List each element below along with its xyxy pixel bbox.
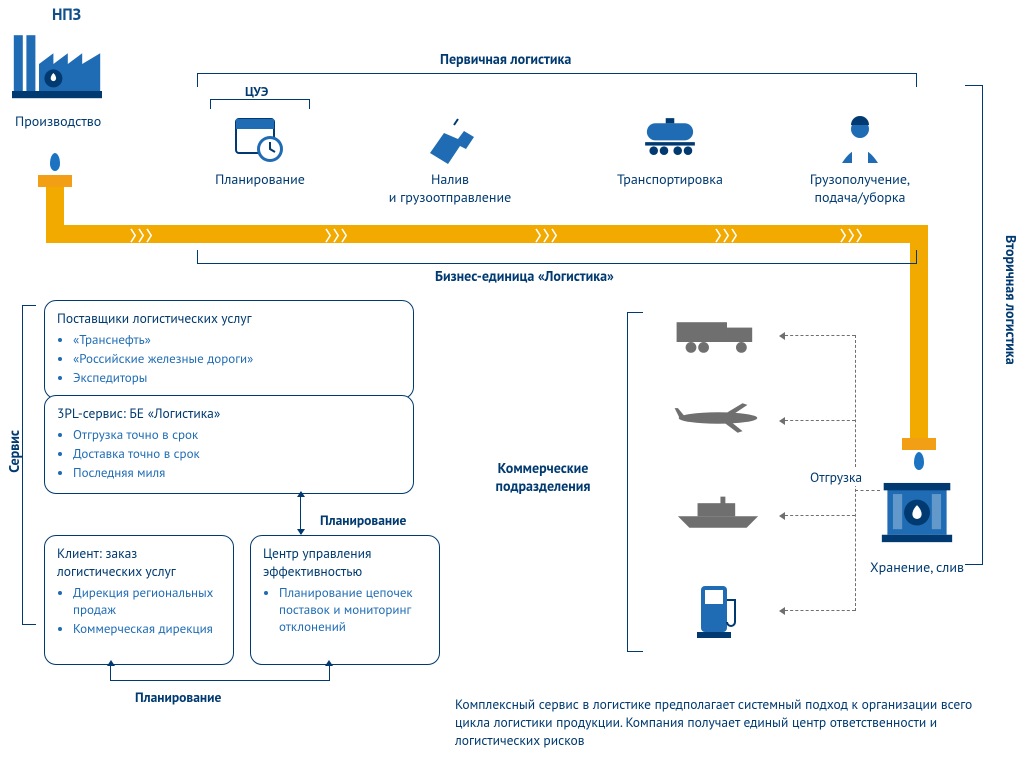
card-center: Центр управления эффективностью Планиров… <box>250 535 440 665</box>
stage-label: Грузополучение, подача/уборка <box>780 171 940 206</box>
list-item: Коммерческая дирекция <box>73 620 221 637</box>
planning-label: Планирование <box>135 688 221 706</box>
card-title: 3PL-сервис: БЕ «Логистика» <box>57 404 401 422</box>
npz-label: НПЗ <box>52 5 81 25</box>
flow-chevrons: 〉〉〉 <box>715 226 746 246</box>
flow-chevrons: 〉〉〉 <box>535 226 566 246</box>
stage-label: Транспортировка <box>590 171 750 189</box>
list-item: «Транснефть» <box>73 331 401 348</box>
flow-chevrons: 〉〉〉 <box>840 226 871 246</box>
list-item: Экспедиторы <box>73 369 401 386</box>
stage-label: Планирование <box>180 171 340 189</box>
footer-description: Комплексный сервис в логистике предполаг… <box>455 695 975 750</box>
dash-arrow <box>785 610 855 611</box>
pipe-flange-top <box>38 175 72 187</box>
bracket-primary <box>197 73 917 87</box>
list-item: Доставка точно в срок <box>73 445 401 462</box>
rail-tank-icon <box>640 113 700 165</box>
commercial-title: Коммерческие подразделения <box>473 460 613 495</box>
calendar-clock-icon <box>230 113 290 165</box>
pipe-segment-horizontal <box>46 225 928 243</box>
bracket-business-unit <box>197 250 917 264</box>
card-list: Дирекция региональных продаж Коммерческа… <box>73 584 221 637</box>
bracket-commercial <box>627 312 643 652</box>
refinery-icon <box>12 28 102 104</box>
card-list: Отгрузка точно в срок Доставка точно в с… <box>73 426 401 481</box>
storage-tank-icon <box>880 470 954 548</box>
production-label: Производство <box>15 112 101 130</box>
cue-label: ЦУЭ <box>245 83 268 100</box>
mode-ship <box>658 495 778 535</box>
dash-arrow <box>785 515 855 516</box>
mode-truck <box>658 315 778 355</box>
ship-icon <box>673 495 763 535</box>
mode-pump <box>658 580 778 640</box>
worker-icon <box>830 113 890 165</box>
bracket-service <box>22 305 36 625</box>
card-list: Планирование цепочек поставок и монитори… <box>279 584 427 635</box>
card-title: Поставщики логистических услуг <box>57 309 401 327</box>
shipment-label: Отгрузка <box>808 468 864 486</box>
stage-transport: Транспортировка <box>590 113 750 189</box>
flow-chevrons: 〉〉〉 <box>130 226 161 246</box>
dash-arrow <box>785 335 855 336</box>
card-list: «Транснефть» «Российские железные дороги… <box>73 331 401 386</box>
stage-label: Налив и грузоотправление <box>370 171 530 206</box>
list-item: Последняя миля <box>73 464 401 481</box>
list-item: «Российские железные дороги» <box>73 350 401 367</box>
list-item: Отгрузка точно в срок <box>73 426 401 443</box>
planning-label: Планирование <box>320 511 406 529</box>
storage-label: Хранение, слив <box>862 558 972 576</box>
plane-icon <box>673 400 763 440</box>
card-title: Клиент: заказ логистических услуг <box>57 544 221 580</box>
dash-in <box>855 490 880 491</box>
primary-logistics-title: Первичная логистика <box>440 50 571 68</box>
card-title: Центр управления эффективностью <box>263 544 427 580</box>
stage-loading: Налив и грузоотправление <box>370 113 530 206</box>
service-label: Сервис <box>5 430 23 473</box>
secondary-logistics-label: Вторичная логистика <box>1002 235 1020 365</box>
card-suppliers: Поставщики логистических услуг «Транснеф… <box>44 300 414 399</box>
fuel-pump-icon <box>693 580 743 640</box>
fuel-nozzle-icon <box>420 113 480 165</box>
arrow-planning-vertical <box>300 492 301 534</box>
pipe-flange-bottom <box>902 438 936 450</box>
bracket-secondary <box>965 85 983 565</box>
truck-icon <box>673 315 763 355</box>
list-item: Дирекция региональных продаж <box>73 584 221 618</box>
business-unit-title: Бизнес-единица «Логистика» <box>435 267 614 285</box>
card-client: Клиент: заказ логистических услуг Дирекц… <box>44 535 234 665</box>
card-3pl: 3PL-сервис: БЕ «Логистика» Отгрузка точн… <box>44 395 414 494</box>
bracket-cue <box>210 99 310 109</box>
arrow-planning-u <box>110 665 330 681</box>
stage-receiving: Грузополучение, подача/уборка <box>780 113 940 206</box>
mode-plane <box>658 400 778 440</box>
stage-planning: Планирование <box>180 113 340 189</box>
list-item: Планирование цепочек поставок и монитори… <box>279 584 427 635</box>
flow-chevrons: 〉〉〉 <box>325 226 356 246</box>
dash-arrow <box>785 420 855 421</box>
